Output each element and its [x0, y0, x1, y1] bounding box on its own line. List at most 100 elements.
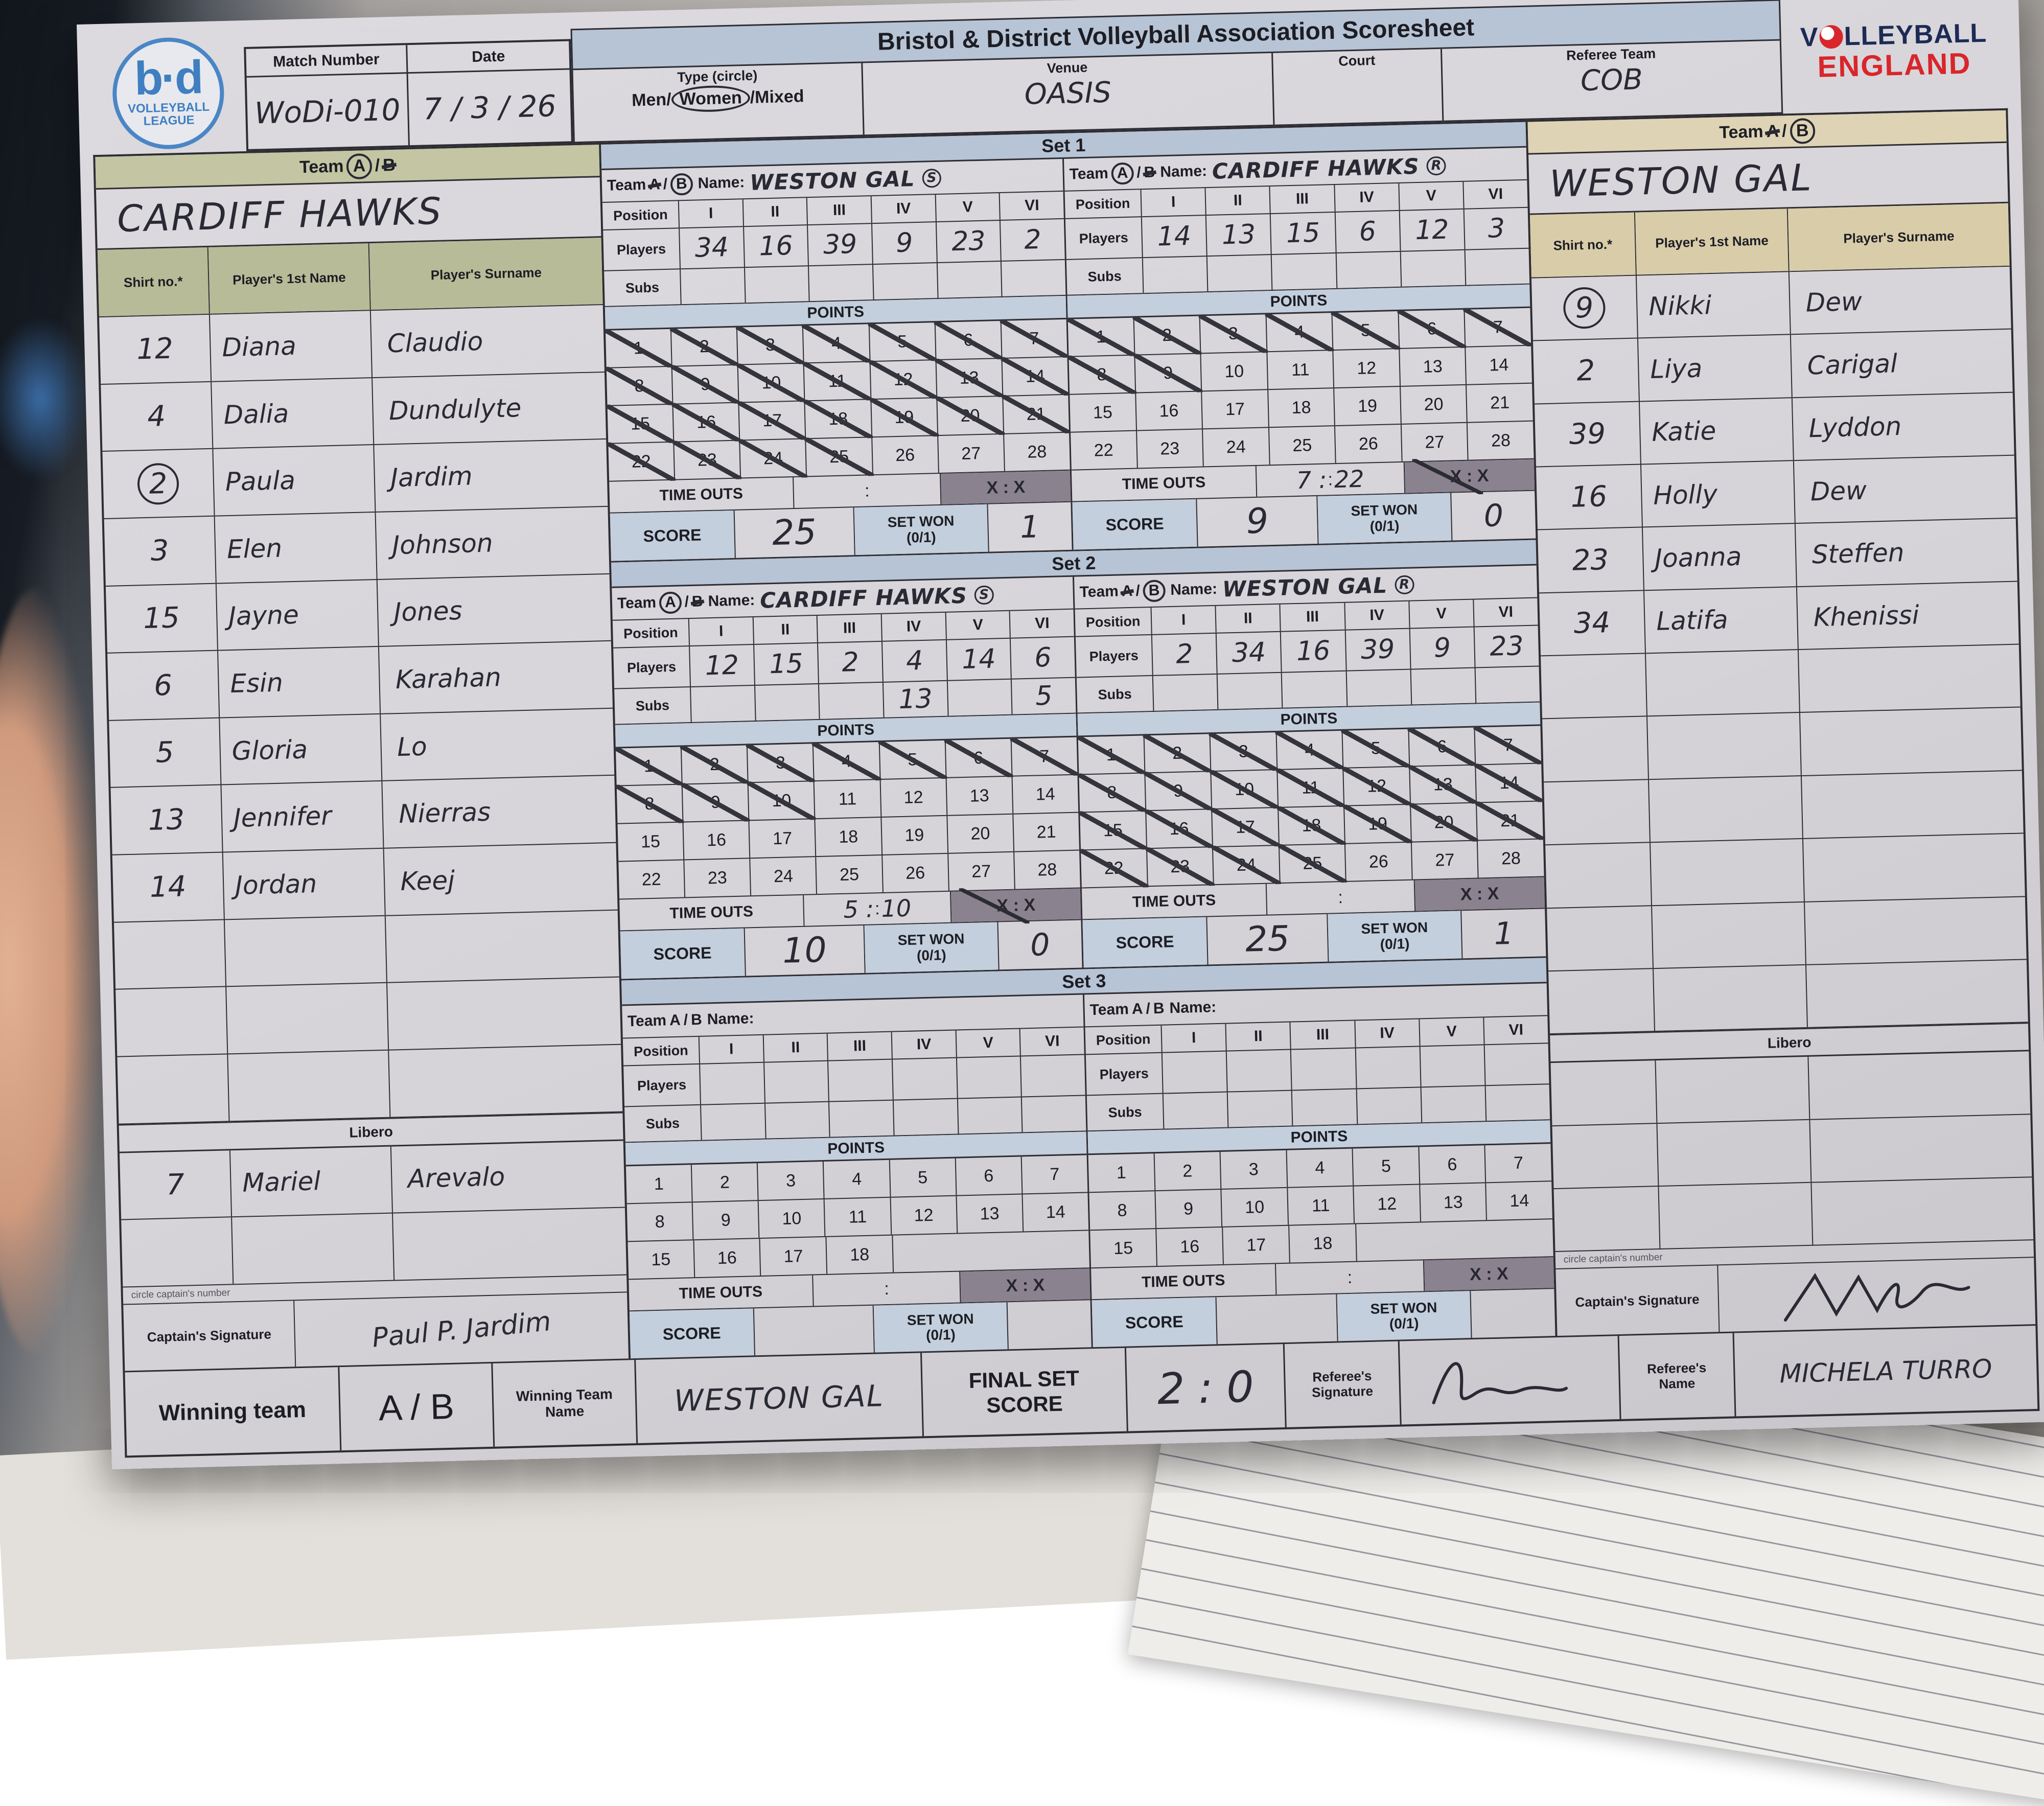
points-cell: 10	[758, 1199, 826, 1238]
position-numeral: I	[679, 199, 744, 228]
set-won-sub: (0/1)	[1380, 935, 1410, 953]
letter-a: A	[1121, 583, 1133, 600]
points-cell: 8	[1089, 1191, 1156, 1230]
timeouts-xx-cell: X : X	[960, 1268, 1090, 1303]
points-cell: 18	[1278, 806, 1346, 845]
timeouts-value: 5 : 10	[843, 894, 912, 924]
player-first-name: Joanna	[1642, 524, 1798, 590]
player-number-cell: 3	[1488, 213, 1505, 245]
points-cell: 13	[1400, 348, 1467, 386]
points-ghost-cell	[1024, 1231, 1089, 1269]
set-half: Team A / B Name: WESTON GAL S Position I II III…	[601, 159, 1074, 562]
position-numeral: V	[1409, 599, 1475, 629]
position-numeral: I	[1151, 606, 1217, 635]
points-cell: 4	[1287, 1149, 1354, 1188]
referee-name-value: MICHELA TURRO	[1779, 1353, 1993, 1389]
points-cell: 7	[1012, 737, 1078, 776]
points-cell: 16	[1135, 391, 1203, 431]
set-won-sub: (0/1)	[1369, 518, 1400, 535]
position-numeral: VI	[1024, 197, 1039, 215]
sub-number-cell	[745, 266, 810, 303]
points-cell: 23	[684, 859, 752, 897]
sub-number-cell	[765, 1102, 830, 1139]
slash: /	[684, 593, 689, 611]
points-cell: 17	[1212, 808, 1280, 847]
player-number-cell: 2	[818, 642, 884, 684]
roster-player-row: 12 Diana Claudio	[99, 305, 605, 385]
points-cell: 16	[1146, 809, 1214, 848]
shirt-number-value: 2	[136, 462, 180, 505]
players-label: Players	[623, 1064, 701, 1106]
player-surname: Nierras	[398, 797, 491, 829]
referee-team-cell: Referee Team COB	[1442, 41, 1782, 121]
player-shirt-number: 13	[110, 785, 223, 854]
points-cell: 12	[870, 360, 938, 399]
sub-number-cell	[1475, 667, 1540, 703]
roster-empty-row	[117, 1045, 623, 1125]
libero-first-name: Mariel	[230, 1146, 393, 1217]
player-first-name: Katie	[1639, 398, 1795, 464]
score-value: 9	[1197, 496, 1319, 547]
timeouts-xx-cell: X : X	[1414, 877, 1545, 911]
sub-number-cell	[1346, 670, 1412, 707]
position-label: Position	[1075, 608, 1152, 637]
position-grid: Position I II III IV V VI Players 12 15 2 4 14 6 Subs 1…	[612, 610, 1076, 726]
points-cell: 9	[672, 365, 739, 404]
points-cell: 13	[1410, 765, 1477, 804]
points-cell: 3	[748, 744, 815, 782]
points-cell: 1	[1078, 735, 1145, 774]
shirt-number-value: 13	[148, 803, 185, 837]
player-first-name: Diana	[210, 311, 373, 381]
libero-empty-row	[1552, 1114, 2032, 1190]
player-number-cell	[1291, 1048, 1357, 1090]
position-grid: Position I II III IV V VI Players Subs	[1085, 1016, 1550, 1132]
points-cell: 25	[806, 437, 873, 476]
set-won-sub: (0/1)	[906, 529, 937, 546]
points-cell: 14	[1489, 355, 1509, 375]
winning-team-label: Winning team	[125, 1367, 342, 1456]
points-cell: 6	[1409, 727, 1476, 767]
points-cell: 12	[1343, 767, 1411, 806]
player-surname: Khenissi	[1813, 600, 1920, 633]
score-value: 25	[1207, 914, 1329, 965]
points-cell: 8	[1079, 773, 1146, 812]
subs-label: Subs	[1066, 258, 1144, 295]
roster-player-row: 14 Jordan Keej	[112, 843, 618, 923]
timeouts-colon: :	[864, 481, 870, 501]
player-number-cell: 14	[946, 639, 1012, 681]
serve-receive-mark: S	[921, 168, 942, 188]
shirt-number-value: 2	[1576, 354, 1595, 388]
player-shirt-number: 23	[1538, 527, 1644, 593]
position-numeral: VI	[1508, 1021, 1524, 1039]
points-cell: 6	[935, 321, 1003, 360]
winning-team-name-value: WESTON GAL	[636, 1353, 924, 1443]
points-cell: 6	[956, 1156, 1023, 1196]
letter-b: B	[670, 173, 693, 196]
team-ab-letters: Team A / B	[1079, 579, 1166, 604]
volleyball-england-line2: ENGLAND	[1817, 47, 1972, 84]
roster-empty-row	[1544, 771, 2024, 846]
sub-number-cell	[1401, 250, 1467, 287]
timeouts-label: TIME OUTS	[1091, 1264, 1277, 1300]
player-surname: Lo	[397, 731, 428, 762]
set-half: Team A / B Name: Position I II III IV V VI Player…	[622, 994, 1093, 1359]
type-options: Men/Women/Mixed	[632, 83, 805, 113]
libero-empty-row	[121, 1208, 627, 1288]
player-shirt-number: 9	[1531, 275, 1638, 340]
points-cell: 14	[1035, 784, 1056, 804]
sub-number-cell	[1143, 257, 1209, 293]
points-ghost-cell	[893, 1234, 959, 1272]
timeouts-xx-cell: X : X	[951, 888, 1081, 923]
player-first-name: Jordan	[223, 848, 386, 919]
position-label: Position	[1064, 190, 1142, 219]
position-numeral: VI	[1498, 604, 1514, 621]
roster-empty-row	[1541, 644, 2020, 720]
timeouts-label: TIME OUTS	[629, 1275, 814, 1311]
points-cell: 4	[1276, 731, 1344, 770]
set-half: Team A / B Name: Position I II III IV V VI Player…	[1084, 983, 1555, 1348]
points-cell: 14	[1509, 1191, 1529, 1211]
points-grid: 1 2 3 4 5 6 7 8 9 10 11 12 13 14 15 16 17 18	[625, 1155, 1090, 1280]
player-number-cell: 13	[1206, 214, 1272, 256]
points-cell: 24	[1213, 846, 1281, 885]
roster-player-row: 23 Joanna Steffen	[1538, 518, 2017, 594]
